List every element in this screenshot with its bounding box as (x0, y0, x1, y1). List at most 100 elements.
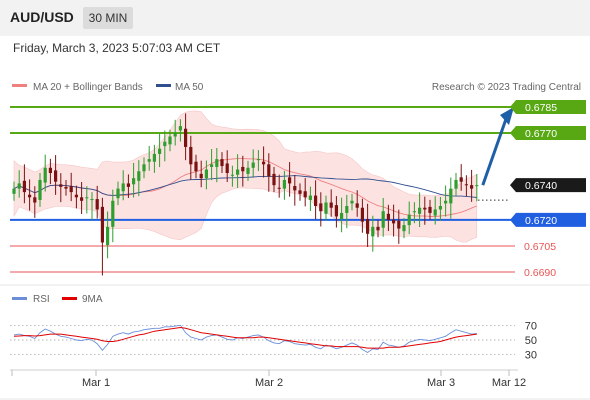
candle-body-26 (147, 159, 151, 162)
forecast-arrow-head (500, 107, 514, 125)
candle-body-22 (126, 183, 130, 187)
candle-body-86 (459, 177, 463, 182)
rsi-line (13, 324, 477, 354)
candle-body-8 (54, 170, 58, 182)
forecast-arrow-shaft (481, 118, 508, 186)
candle-body-31 (173, 133, 177, 137)
candle-body-19 (111, 200, 115, 227)
candle-body-41 (225, 163, 229, 173)
credit-text: Research © 2023 Trading Central (432, 82, 581, 93)
candle-body-64 (345, 206, 349, 213)
candle-body-49 (267, 164, 271, 177)
candle-body-58 (314, 195, 318, 206)
candle-body-71 (381, 211, 385, 228)
level-tag-text-0.6740: 0.6740 (525, 180, 557, 192)
candle-body-50 (272, 173, 276, 186)
candle-body-27 (152, 153, 156, 162)
x-tick-label-1: Mar 2 (255, 377, 283, 389)
candle-body-88 (470, 185, 474, 189)
candle-body-45 (246, 167, 250, 174)
rsi-axis-label-50: 50 (525, 335, 537, 347)
candle-body-5 (38, 179, 42, 200)
ma20-legend-swatch (12, 84, 27, 87)
candle-body-62 (334, 205, 338, 217)
candle-body-47 (256, 159, 260, 161)
candle-body-89 (475, 185, 479, 187)
rsi-axis-label-30: 30 (525, 350, 537, 362)
level-tag-0.6740 (510, 178, 586, 193)
candle-body-82 (438, 206, 442, 210)
level-tags: 0.6785 0.6770 0.6740 0.6720 0.6705 0.6690 (510, 100, 586, 279)
timeframe-button[interactable]: 30 MIN (83, 7, 133, 29)
level-tag-text-0.6770: 0.6770 (525, 128, 557, 140)
candle-body-11 (69, 186, 73, 193)
x-tick-label-0: Mar 1 (82, 377, 110, 389)
candle-body-54 (293, 186, 297, 191)
level-lines (10, 106, 515, 273)
level-tag-0.6770 (510, 126, 586, 141)
rsi-ma-line (13, 326, 477, 349)
level-tag-text-0.6785: 0.6785 (525, 102, 557, 114)
candle-body-25 (142, 164, 146, 172)
candle-body-3 (28, 194, 32, 198)
level-tag-0.6785 (510, 100, 586, 114)
chart-panel (0, 36, 590, 398)
candle-body-30 (168, 136, 172, 145)
candle-body-42 (230, 174, 234, 176)
candle-body-80 (428, 206, 432, 213)
candle-body-33 (184, 128, 188, 147)
symbol-title: AUD/USD (10, 9, 74, 25)
candle-body-20 (116, 188, 120, 199)
candle-body-44 (241, 166, 245, 172)
candle-body-2 (22, 180, 26, 193)
candle-body-68 (366, 219, 370, 234)
candle-body-7 (48, 167, 52, 173)
candle-body-12 (74, 194, 78, 198)
candle-body-72 (386, 213, 390, 220)
ma50-line (13, 175, 477, 198)
candle-body-16 (95, 199, 99, 210)
candle-body-43 (236, 169, 240, 175)
candle-body-21 (121, 183, 125, 192)
candle-body-85 (454, 179, 458, 189)
candle-body-53 (288, 177, 292, 184)
candle-body-0 (12, 188, 16, 194)
level-label-0.6690: 0.6690 (524, 267, 556, 279)
candle-body-29 (163, 141, 167, 147)
rsi-legend-label: RSI (33, 294, 50, 305)
candle-body-66 (355, 203, 359, 208)
rsi-panel: 70 50 30 (10, 320, 537, 362)
candle-body-51 (277, 187, 281, 189)
candle-body-13 (80, 197, 84, 201)
bollinger-band-area (13, 110, 478, 243)
candle-body-52 (282, 179, 286, 189)
candle-body-61 (329, 202, 333, 208)
candle-body-81 (433, 209, 437, 216)
rsi-axis-label-70: 70 (525, 320, 537, 332)
candle-body-56 (303, 191, 307, 198)
candle-body-87 (464, 184, 468, 186)
candle-body-37 (204, 169, 208, 179)
candle-body-59 (319, 203, 323, 212)
candle-body-69 (371, 226, 375, 237)
moving-averages (13, 158, 477, 217)
candle-body-15 (90, 199, 94, 201)
candle-body-1 (17, 183, 21, 189)
candle-body-48 (262, 161, 266, 165)
top-bar: AUD/USD 30 MIN (0, 0, 590, 36)
rsi-ma-legend-label: 9MA (82, 294, 103, 305)
rsi-legend-swatch (12, 297, 27, 300)
candle-body-75 (402, 225, 406, 232)
candle-body-65 (350, 200, 354, 204)
candle-body-9 (59, 184, 63, 187)
candle-body-60 (324, 202, 328, 214)
candle-body-32 (178, 126, 182, 131)
candle-body-78 (418, 207, 422, 214)
candle-body-63 (340, 212, 344, 220)
candle-body-40 (220, 159, 224, 167)
candle-body-39 (215, 159, 219, 167)
candle-body-18 (106, 226, 110, 246)
x-tick-label-3: Mar 12 (492, 377, 526, 389)
candle-body-83 (444, 200, 448, 204)
